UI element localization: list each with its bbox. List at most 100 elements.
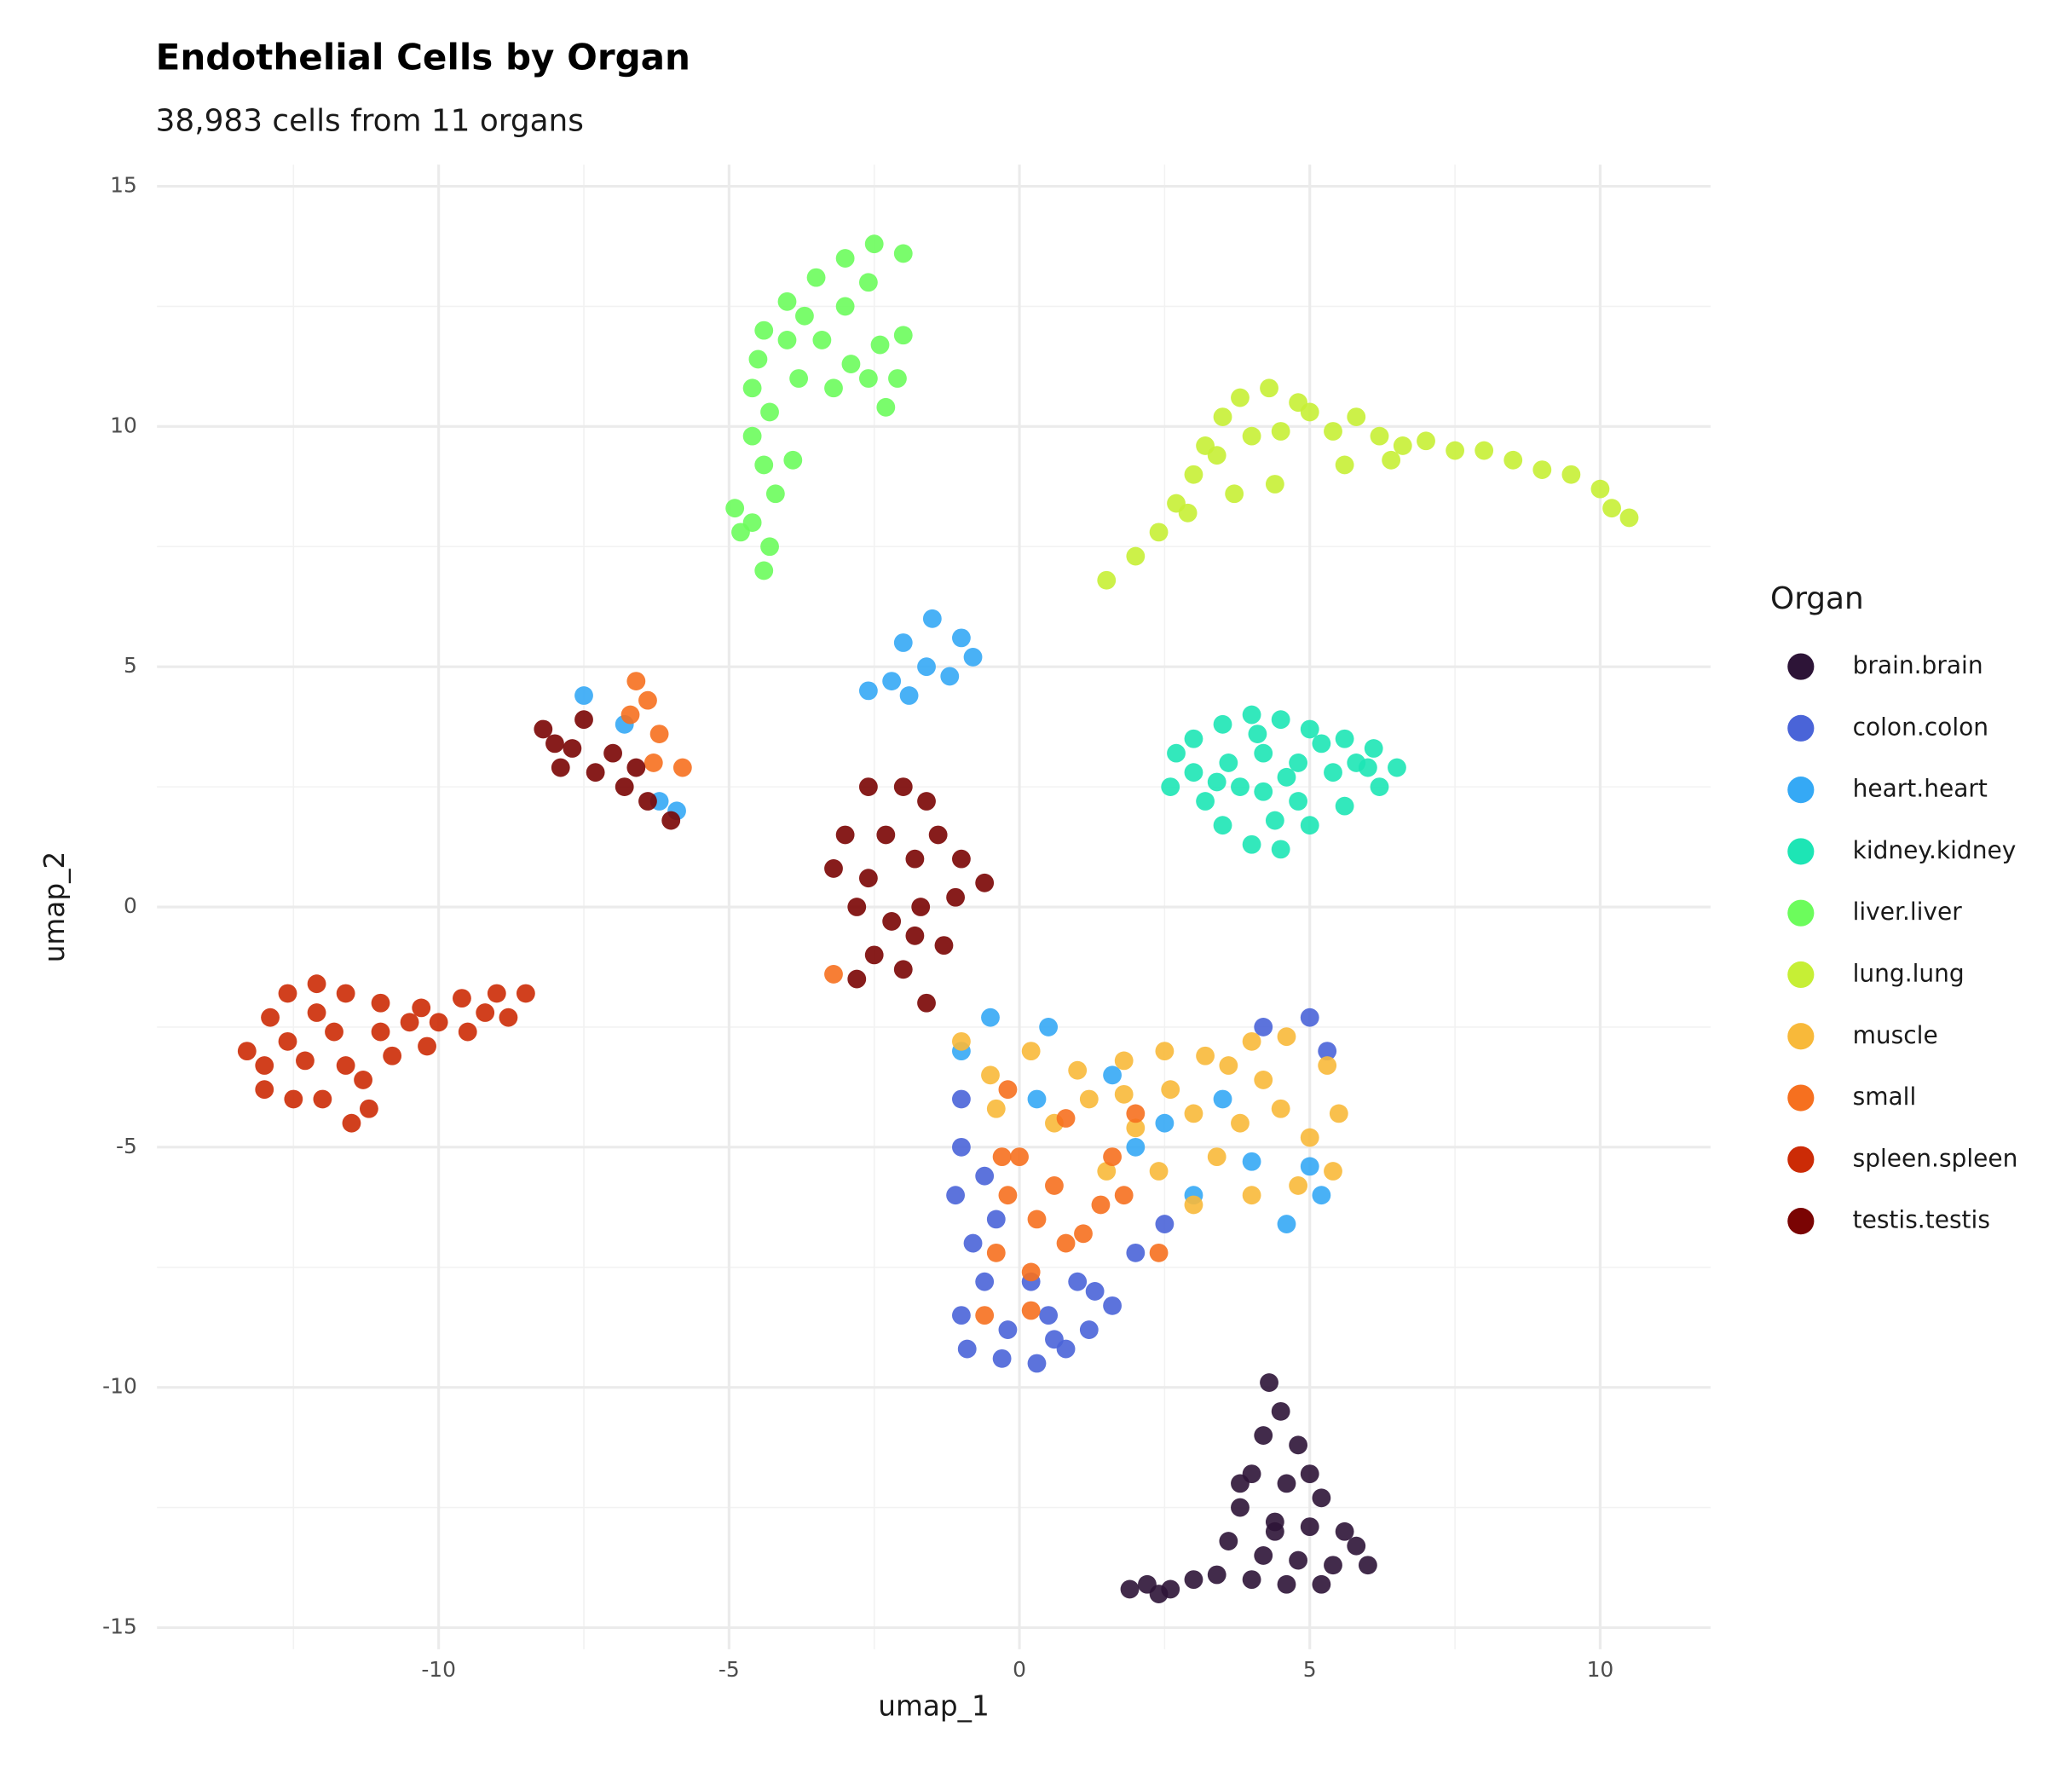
point [1056, 1233, 1076, 1253]
point [1184, 465, 1203, 484]
x-tick-label: -5 [719, 1657, 740, 1682]
legend-swatch [1787, 961, 1815, 989]
point [795, 306, 814, 326]
x-tick-label: 10 [1587, 1657, 1614, 1682]
point [1126, 546, 1146, 566]
point [946, 887, 966, 907]
point [777, 292, 797, 311]
legend-label: heart.heart [1853, 775, 1988, 803]
point [905, 926, 925, 945]
point [1155, 1215, 1175, 1233]
point [1231, 1113, 1250, 1133]
y-tick-label: -10 [102, 1374, 137, 1399]
point [847, 969, 867, 989]
point [1329, 1104, 1348, 1123]
point [1260, 1373, 1278, 1392]
point [1021, 1042, 1041, 1061]
point [1312, 1186, 1331, 1205]
point [986, 1243, 1006, 1262]
point [586, 763, 605, 782]
point [1225, 484, 1244, 504]
point [858, 681, 878, 701]
point [1254, 743, 1273, 763]
point [1231, 1498, 1250, 1517]
point [661, 811, 681, 830]
point [998, 1080, 1018, 1100]
point [777, 331, 797, 349]
point [760, 402, 779, 422]
point [1097, 570, 1117, 590]
point [1417, 431, 1435, 451]
point [963, 648, 983, 667]
point [1242, 1186, 1261, 1205]
point [963, 1233, 983, 1253]
point [981, 1008, 1000, 1027]
point [824, 859, 843, 878]
point [307, 1003, 326, 1022]
point [1126, 1118, 1146, 1138]
point [400, 1013, 419, 1032]
point [1242, 705, 1261, 725]
point [1213, 1089, 1232, 1109]
point [789, 369, 809, 388]
point [1231, 1474, 1250, 1493]
point [1021, 1301, 1041, 1320]
point [1335, 1522, 1354, 1541]
point [1149, 1162, 1169, 1181]
chart-title: Endothelial Cells by Organ [156, 37, 690, 78]
point [1370, 426, 1389, 446]
point [1475, 441, 1494, 460]
point [1300, 1517, 1319, 1537]
legend-swatch [1787, 899, 1815, 927]
point [1300, 1157, 1319, 1176]
point [336, 1056, 355, 1075]
point [765, 484, 785, 504]
point [1358, 1556, 1377, 1575]
point [1242, 834, 1261, 854]
point [998, 1320, 1018, 1339]
point [812, 331, 832, 349]
point [992, 1348, 1012, 1368]
x-tick-label: 0 [1013, 1657, 1026, 1682]
point [824, 378, 843, 398]
point [1370, 777, 1389, 797]
point [1364, 739, 1383, 758]
point [1388, 758, 1406, 777]
point [1219, 1532, 1238, 1550]
point [1167, 743, 1186, 763]
point [1184, 1195, 1203, 1215]
point [928, 825, 948, 845]
point [992, 1147, 1012, 1167]
point [1324, 1162, 1342, 1181]
point [278, 1031, 297, 1051]
point [278, 984, 297, 1003]
legend-swatch [1787, 1208, 1815, 1235]
point [1091, 1195, 1111, 1215]
point [626, 758, 646, 777]
point [1347, 1536, 1366, 1556]
point [649, 725, 669, 744]
point [888, 369, 907, 388]
legend-title: Organ [1770, 581, 1864, 616]
point [1207, 1565, 1226, 1585]
point [858, 869, 878, 888]
point [975, 1306, 995, 1325]
point [371, 1022, 390, 1042]
point [1393, 436, 1412, 455]
legend-label: liver.liver [1853, 898, 1963, 926]
point [1161, 777, 1180, 797]
y-tick-label: 0 [124, 893, 137, 918]
point [940, 667, 960, 686]
point [1335, 455, 1354, 475]
point [325, 1022, 343, 1042]
point [1289, 792, 1308, 811]
grid: -10 -5 0 5 10 -15 -10 -5 0 5 10 15 [102, 165, 1711, 1682]
point [1265, 811, 1284, 830]
legend-label: small [1853, 1083, 1917, 1111]
x-axis-title: umap_1 [878, 1689, 990, 1722]
point [1103, 1065, 1122, 1085]
point [1184, 1570, 1203, 1590]
point [1103, 1147, 1122, 1167]
point [255, 1056, 274, 1075]
y-tick-label: -15 [102, 1614, 137, 1639]
